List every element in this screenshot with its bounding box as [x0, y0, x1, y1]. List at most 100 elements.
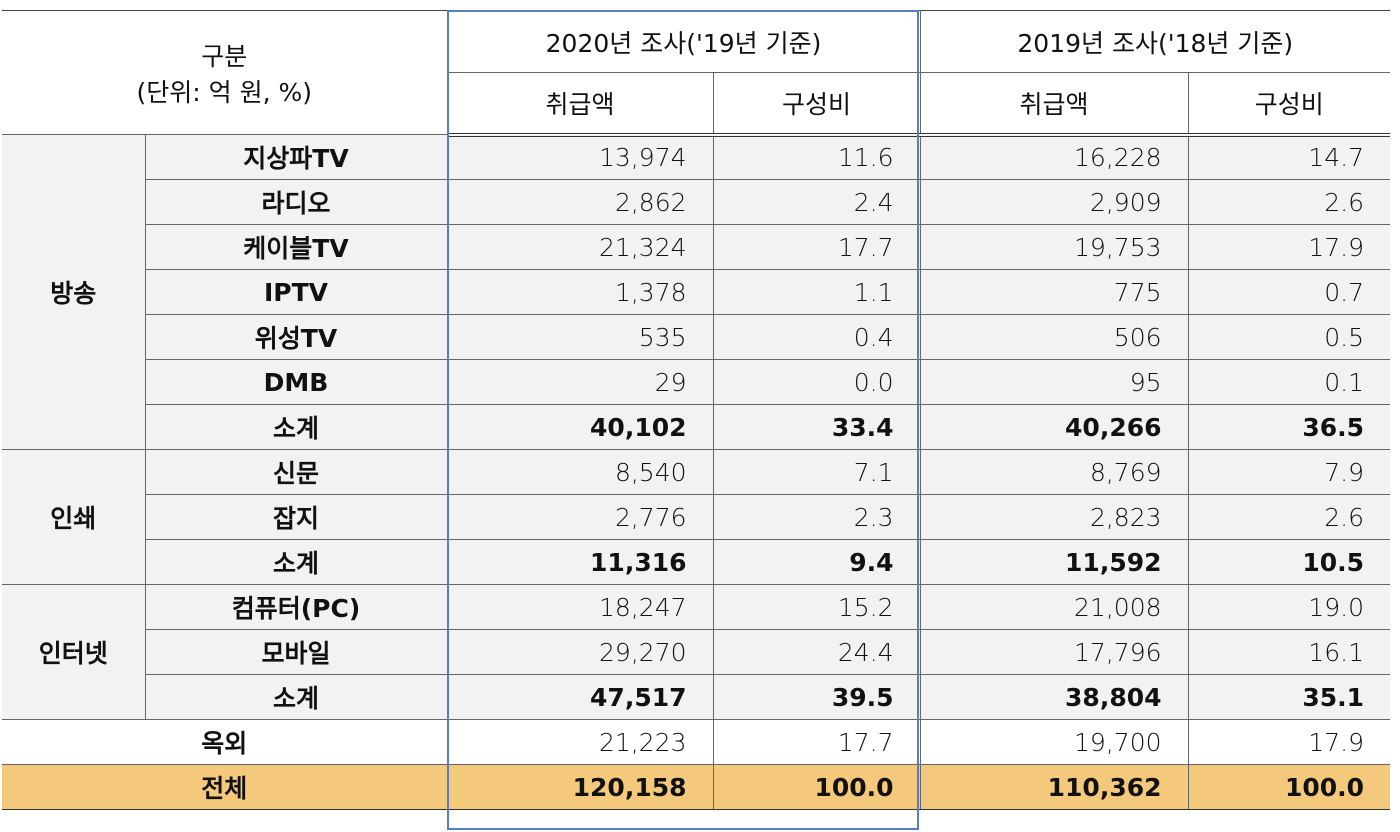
ratio-2019-cell: 0.7: [1187, 269, 1391, 315]
amount-2019-cell: 2,909: [919, 179, 1189, 225]
table-row: 라디오 2,862 2.4 2,909 2.6: [2, 179, 1391, 225]
amount-2019-cell: 506: [919, 314, 1189, 360]
table-row: 인터넷 컴퓨터(PC) 18,247 15.2 21,008 19.0: [2, 584, 1391, 720]
survey-2019-header: 2019년 조사('18년 기준): [919, 10, 1391, 73]
outdoor-row: 옥외 21,223 17.7 19,700 17.9: [2, 719, 1391, 765]
amount-2020-cell: 21,223: [446, 719, 714, 765]
group-label: 인쇄: [2, 449, 146, 585]
item-label: IPTV: [144, 269, 448, 315]
ratio-2020-cell: 33.4: [712, 404, 921, 450]
ratio-2019-cell: 0.1: [1187, 359, 1391, 405]
ratio-2019-cell: 17.9: [1187, 224, 1391, 270]
amount-2019-cell: 17,796: [919, 629, 1189, 675]
table-row: 방송 지상파TV 13,974 11.6 16,228 14.7: [2, 134, 1391, 450]
amount-2019-cell: 8,769: [919, 449, 1189, 495]
ratio-2020-cell: 100.0: [712, 764, 921, 810]
ratio-2019-cell: 36.5: [1187, 404, 1391, 450]
amount-2020-cell: 21,324: [446, 224, 714, 270]
amount-2019-cell: 16,228: [919, 134, 1189, 180]
table-row: DMB 29 0.0 95 0.1: [2, 359, 1391, 405]
amount-2019-cell: 19,753: [919, 224, 1189, 270]
outdoor-label: 옥외: [2, 719, 448, 765]
category-label: 구분: [201, 41, 248, 71]
group-label: 인터넷: [2, 584, 146, 720]
ratio-2019-cell: 16.1: [1187, 629, 1391, 675]
item-label: 신문: [144, 449, 448, 495]
amount-2019-cell: 2,823: [919, 494, 1189, 540]
ad-expenditure-table: 구분 (단위: 억 원, %) 2020년 조사('19년 기준) 2019년 조…: [2, 10, 1391, 810]
item-label: 위성TV: [144, 314, 448, 360]
amount-2019-cell: 11,592: [919, 539, 1189, 585]
amount-2019-cell: 775: [919, 269, 1189, 315]
amount-2020-cell: 13,974: [446, 134, 714, 180]
ratio-2019-cell: 7.9: [1187, 449, 1391, 495]
item-label: 소계: [144, 404, 448, 450]
ratio-2020-cell: 0.0: [712, 359, 921, 405]
ratio-2019-header: 구성비: [1187, 72, 1391, 137]
item-label: DMB: [144, 359, 448, 405]
amount-2020-cell: 29: [446, 359, 714, 405]
table-row: 인쇄 신문 8,540 7.1 8,769 7.9: [2, 449, 1391, 585]
ratio-2019-cell: 2.6: [1187, 494, 1391, 540]
ratio-2019-cell: 14.7: [1187, 134, 1391, 180]
amount-2020-cell: 1,378: [446, 269, 714, 315]
item-label: 소계: [144, 674, 448, 720]
table-row: 소계 47,517 39.5 38,804 35.1: [2, 674, 1391, 720]
ratio-2020-cell: 17.7: [712, 224, 921, 270]
table-row: 소계 40,102 33.4 40,266 36.5: [2, 404, 1391, 450]
amount-2020-header: 취급액: [446, 72, 714, 137]
ratio-2020-cell: 11.6: [712, 134, 921, 180]
amount-2020-cell: 535: [446, 314, 714, 360]
ratio-2019-cell: 0.5: [1187, 314, 1391, 360]
ratio-2019-cell: 10.5: [1187, 539, 1391, 585]
category-header: 구분 (단위: 억 원, %): [2, 10, 448, 135]
amount-2019-cell: 19,700: [919, 719, 1189, 765]
ratio-2020-cell: 15.2: [712, 584, 921, 630]
ratio-2020-cell: 0.4: [712, 314, 921, 360]
ratio-2020-cell: 2.3: [712, 494, 921, 540]
amount-2019-cell: 40,266: [919, 404, 1189, 450]
amount-2020-cell: 2,776: [446, 494, 714, 540]
amount-2019-cell: 110,362: [919, 764, 1189, 810]
unit-label: (단위: 억 원, %): [136, 77, 312, 107]
amount-2020-cell: 2,862: [446, 179, 714, 225]
table-container: 구분 (단위: 억 원, %) 2020년 조사('19년 기준) 2019년 조…: [2, 10, 1391, 830]
ratio-2020-header: 구성비: [712, 72, 921, 137]
item-label: 지상파TV: [144, 134, 448, 180]
survey-2020-header: 2020년 조사('19년 기준): [446, 10, 921, 73]
ratio-2020-cell: 24.4: [712, 629, 921, 675]
item-label: 모바일: [144, 629, 448, 675]
table-row: 소계 11,316 9.4 11,592 10.5: [2, 539, 1391, 585]
amount-2019-cell: 21,008: [919, 584, 1189, 630]
amount-2020-cell: 18,247: [446, 584, 714, 630]
table-row: 잡지 2,776 2.3 2,823 2.6: [2, 494, 1391, 540]
ratio-2020-cell: 7.1: [712, 449, 921, 495]
ratio-2019-cell: 17.9: [1187, 719, 1391, 765]
table-row: IPTV 1,378 1.1 775 0.7: [2, 269, 1391, 315]
amount-2019-cell: 38,804: [919, 674, 1189, 720]
ratio-2020-cell: 2.4: [712, 179, 921, 225]
ratio-2019-cell: 2.6: [1187, 179, 1391, 225]
ratio-2019-cell: 100.0: [1187, 764, 1391, 810]
amount-2019-cell: 95: [919, 359, 1189, 405]
ratio-2019-cell: 35.1: [1187, 674, 1391, 720]
item-label: 라디오: [144, 179, 448, 225]
item-label: 케이블TV: [144, 224, 448, 270]
total-label: 전체: [2, 764, 448, 810]
amount-2020-cell: 11,316: [446, 539, 714, 585]
item-label: 잡지: [144, 494, 448, 540]
amount-2020-cell: 29,270: [446, 629, 714, 675]
total-row: 전체 120,158 100.0 110,362 100.0: [2, 764, 1391, 810]
ratio-2020-cell: 39.5: [712, 674, 921, 720]
ratio-2020-cell: 1.1: [712, 269, 921, 315]
amount-2020-cell: 120,158: [446, 764, 714, 810]
item-label: 컴퓨터(PC): [144, 584, 448, 630]
ratio-2020-cell: 17.7: [712, 719, 921, 765]
group-label: 방송: [2, 134, 146, 450]
amount-2020-cell: 8,540: [446, 449, 714, 495]
table-row: 위성TV 535 0.4 506 0.5: [2, 314, 1391, 360]
item-label: 소계: [144, 539, 448, 585]
amount-2020-cell: 47,517: [446, 674, 714, 720]
amount-2020-cell: 40,102: [446, 404, 714, 450]
ratio-2020-cell: 9.4: [712, 539, 921, 585]
